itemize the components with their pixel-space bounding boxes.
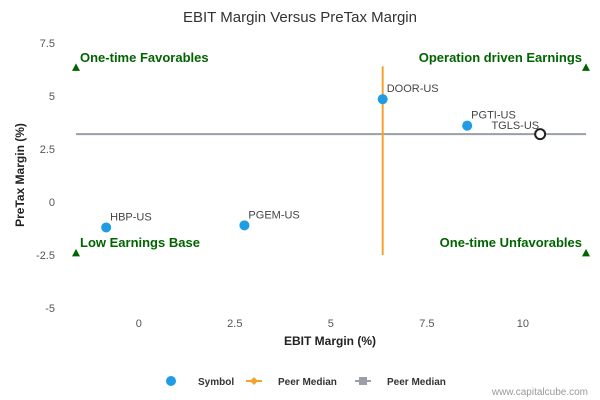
y-tick-label: 5 xyxy=(49,91,55,103)
y-tick-label: 7.5 xyxy=(40,38,55,50)
x-tick-label: 0 xyxy=(136,318,142,330)
legend-label: Peer Median xyxy=(278,377,337,388)
data-point xyxy=(462,120,473,131)
legend-label: Peer Median xyxy=(387,377,446,388)
legend: Symbol Peer Median Peer Median xyxy=(166,376,446,388)
legend-square xyxy=(359,377,367,385)
data-point-label: PGEM-US xyxy=(248,209,299,221)
quadrant-marker-bottom-left xyxy=(72,248,80,257)
legend-label: Symbol xyxy=(198,377,234,388)
quadrant-marker-top-left xyxy=(72,63,80,71)
x-tick-label: 5 xyxy=(328,318,334,330)
highlight-point-label: TGLS-US xyxy=(491,120,539,132)
data-point-label: HBP-US xyxy=(110,211,152,223)
y-tick-label: -2.5 xyxy=(36,250,55,262)
x-tick-label: 10 xyxy=(517,318,529,330)
quadrant-marker-top-right xyxy=(582,63,590,71)
quadrant-label-bottom-right: One-time Unfavorables xyxy=(440,235,582,250)
data-point xyxy=(239,220,250,231)
chart-title: EBIT Margin Versus PreTax Margin xyxy=(183,9,417,26)
quadrant-label-top-left: One-time Favorables xyxy=(80,50,209,65)
quadrant-marker-bottom-right xyxy=(582,248,590,257)
y-tick-label: -5 xyxy=(45,303,55,315)
quadrant-label-top-right: Operation driven Earnings xyxy=(419,50,582,65)
data-point xyxy=(377,94,388,105)
quadrant-label-bottom-left: Low Earnings Base xyxy=(80,235,200,250)
y-tick-label: 0 xyxy=(49,197,55,209)
data-point xyxy=(101,222,112,233)
y-tick-label: 2.5 xyxy=(40,144,55,156)
credit-text: www.capitalcube.com xyxy=(491,387,588,398)
plot-area: -5 -2.5 0 2.5 5 7.5 0 2.5 5 7.5 10 One-time Favorab… xyxy=(36,38,590,330)
legend-symbol-dot xyxy=(166,376,176,386)
x-tick-label: 2.5 xyxy=(227,318,242,330)
x-axis-title: EBIT Margin (%) xyxy=(284,334,376,348)
data-point-label: DOOR-US xyxy=(387,83,439,95)
highlight-point xyxy=(534,128,547,141)
x-tick-label: 7.5 xyxy=(419,318,434,330)
y-axis-title: PreTax Margin (%) xyxy=(13,123,27,227)
legend-diamond xyxy=(250,377,258,385)
data-point-label: PGTI-US xyxy=(471,110,516,122)
